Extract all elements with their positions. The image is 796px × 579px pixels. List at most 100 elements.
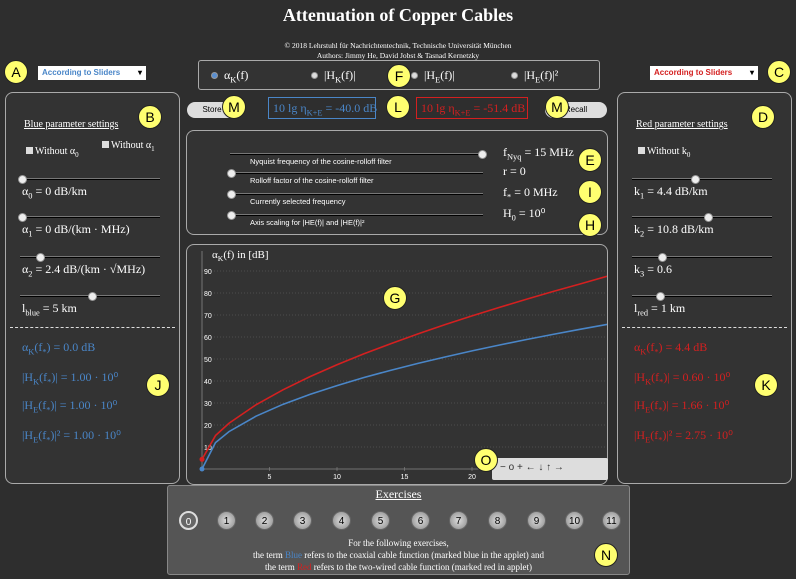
slider-knob[interactable] <box>478 150 487 159</box>
text-part: = -40.0 dB <box>322 101 378 115</box>
exercise-button[interactable]: 5 <box>371 511 390 530</box>
blue-mode-dropdown[interactable]: According to Sliders ▾ <box>38 66 146 80</box>
text: refers to the coaxial cable function (ma… <box>302 550 544 560</box>
result: |HE(f*)| = 1.66 · 10⁰ <box>634 398 729 414</box>
text-part: 0 <box>686 151 691 159</box>
text: the term <box>253 550 286 560</box>
slider-knob[interactable] <box>18 175 27 184</box>
slider-knob[interactable] <box>88 292 97 301</box>
text-part: )|² = 1.00 · 10⁰ <box>50 428 121 442</box>
slider-knob[interactable] <box>658 253 667 262</box>
text-part: (f <box>34 340 43 354</box>
exercise-button[interactable]: 8 <box>488 511 507 530</box>
text-part: (f <box>650 398 659 412</box>
blue-panel <box>5 92 180 484</box>
exercise-button[interactable]: 10 <box>565 511 584 530</box>
text-part: l <box>634 301 638 315</box>
x-tick-label: 15 <box>401 474 409 481</box>
exercise-button[interactable]: 9 <box>527 511 546 530</box>
text-part: (f) <box>236 68 249 82</box>
checkbox[interactable]: Without α1 <box>102 140 155 153</box>
text-part: = 1 km <box>648 301 686 315</box>
slider-knob[interactable] <box>18 213 27 222</box>
text-part: K <box>230 75 237 85</box>
exercises-panel <box>167 485 630 575</box>
red-eta: 10 lg ηK+E = -51.4 dB <box>416 97 528 119</box>
exercise-button[interactable]: 3 <box>293 511 312 530</box>
slider-track <box>20 216 160 218</box>
dropdown-text: According to Sliders <box>654 68 733 77</box>
text-part: = 0 dB/(km · MHz) <box>32 222 130 236</box>
text-part: |H <box>22 370 34 384</box>
text-part: K <box>217 254 224 264</box>
red-mode-dropdown[interactable]: According to Sliders ▾ <box>650 66 758 80</box>
radio-option[interactable]: αK(f) <box>211 68 248 84</box>
annotation-marker: J <box>146 373 170 397</box>
text-part: (f <box>650 428 659 442</box>
exercise-button[interactable]: 7 <box>449 511 468 530</box>
text-part: = 0 dB/km <box>32 184 87 198</box>
annotation-marker: B <box>138 105 162 129</box>
slider-knob[interactable] <box>227 211 236 220</box>
selected-point <box>199 456 205 462</box>
exercise-button[interactable]: 6 <box>411 511 430 530</box>
annotation-marker: F <box>387 64 411 88</box>
checkbox[interactable]: Without α0 <box>26 146 79 159</box>
text: ▾ <box>137 68 142 77</box>
radio-dot <box>211 72 218 79</box>
y-axis-label: αK(f) in [dB] <box>212 249 269 264</box>
slider-knob[interactable] <box>227 190 236 199</box>
text-part: 1 <box>640 191 645 201</box>
radio-dot <box>311 72 318 79</box>
exercise-button[interactable]: 11 <box>602 511 621 530</box>
slider-track <box>20 178 160 180</box>
authors: Authors: Jimmy He, David Jobst & Tasnad … <box>316 51 480 60</box>
text-part: 1 <box>151 145 155 153</box>
slider-knob[interactable] <box>36 253 45 262</box>
text-part: α <box>634 340 641 354</box>
annotation-marker: E <box>578 148 602 172</box>
exercise-button[interactable]: 1 <box>217 511 236 530</box>
radio-option[interactable]: |HE(f)| <box>411 68 455 84</box>
title: Attenuation of Copper Cables <box>282 5 514 25</box>
slider-knob[interactable] <box>656 292 665 301</box>
text-part: )|² = 2.75 · 10⁰ <box>662 428 733 442</box>
annotation-marker: L <box>386 95 410 119</box>
slider-knob[interactable] <box>227 169 236 178</box>
text-part: |H <box>634 428 646 442</box>
text-part: |H <box>424 68 436 82</box>
text-part: (f)| <box>341 68 356 82</box>
slider-knob[interactable] <box>691 175 700 184</box>
text-part: α <box>22 262 29 276</box>
checkbox[interactable]: Without k0 <box>638 146 690 159</box>
plot-toolbar[interactable]: − o + ← ↓ ↑ → <box>492 458 608 480</box>
text-part: 10 lg η <box>421 101 455 115</box>
slider-track <box>632 178 772 180</box>
text-part: |H <box>22 428 34 442</box>
text-part: α <box>224 68 231 82</box>
exercise-button[interactable]: 2 <box>255 511 274 530</box>
text-part: k <box>634 222 640 236</box>
text-part: K+E <box>306 108 323 118</box>
text-part: f <box>503 145 507 159</box>
text-part: 2 <box>28 269 33 279</box>
text-part: )| = 1.00 · 10⁰ <box>51 370 119 384</box>
y-tick-label: 30 <box>204 401 212 408</box>
exercise-button[interactable]: 0 <box>179 511 198 530</box>
dropdown-text: According to Sliders <box>42 68 121 77</box>
annotation-marker: H <box>578 213 602 237</box>
panel-heading: Red parameter settings <box>636 119 728 130</box>
slider-knob[interactable] <box>704 213 713 222</box>
text-part: (f)| <box>440 68 455 82</box>
slider-value: α0 = 0 dB/km <box>22 184 87 200</box>
text-part: K <box>645 377 652 387</box>
radio-option[interactable]: |HK(f)| <box>311 68 356 84</box>
exercise-button[interactable]: 4 <box>332 511 351 530</box>
text-part: K+E <box>454 108 471 118</box>
radio-option[interactable]: |HE(f)|² <box>511 68 558 84</box>
text-part: = 10⁰ <box>515 206 546 220</box>
annotation-marker: D <box>751 105 775 129</box>
x-tick-label: 10 <box>333 474 341 481</box>
result: |HE(f*)| = 1.00 · 10⁰ <box>22 398 117 414</box>
text-part: r = 0 <box>503 164 526 178</box>
